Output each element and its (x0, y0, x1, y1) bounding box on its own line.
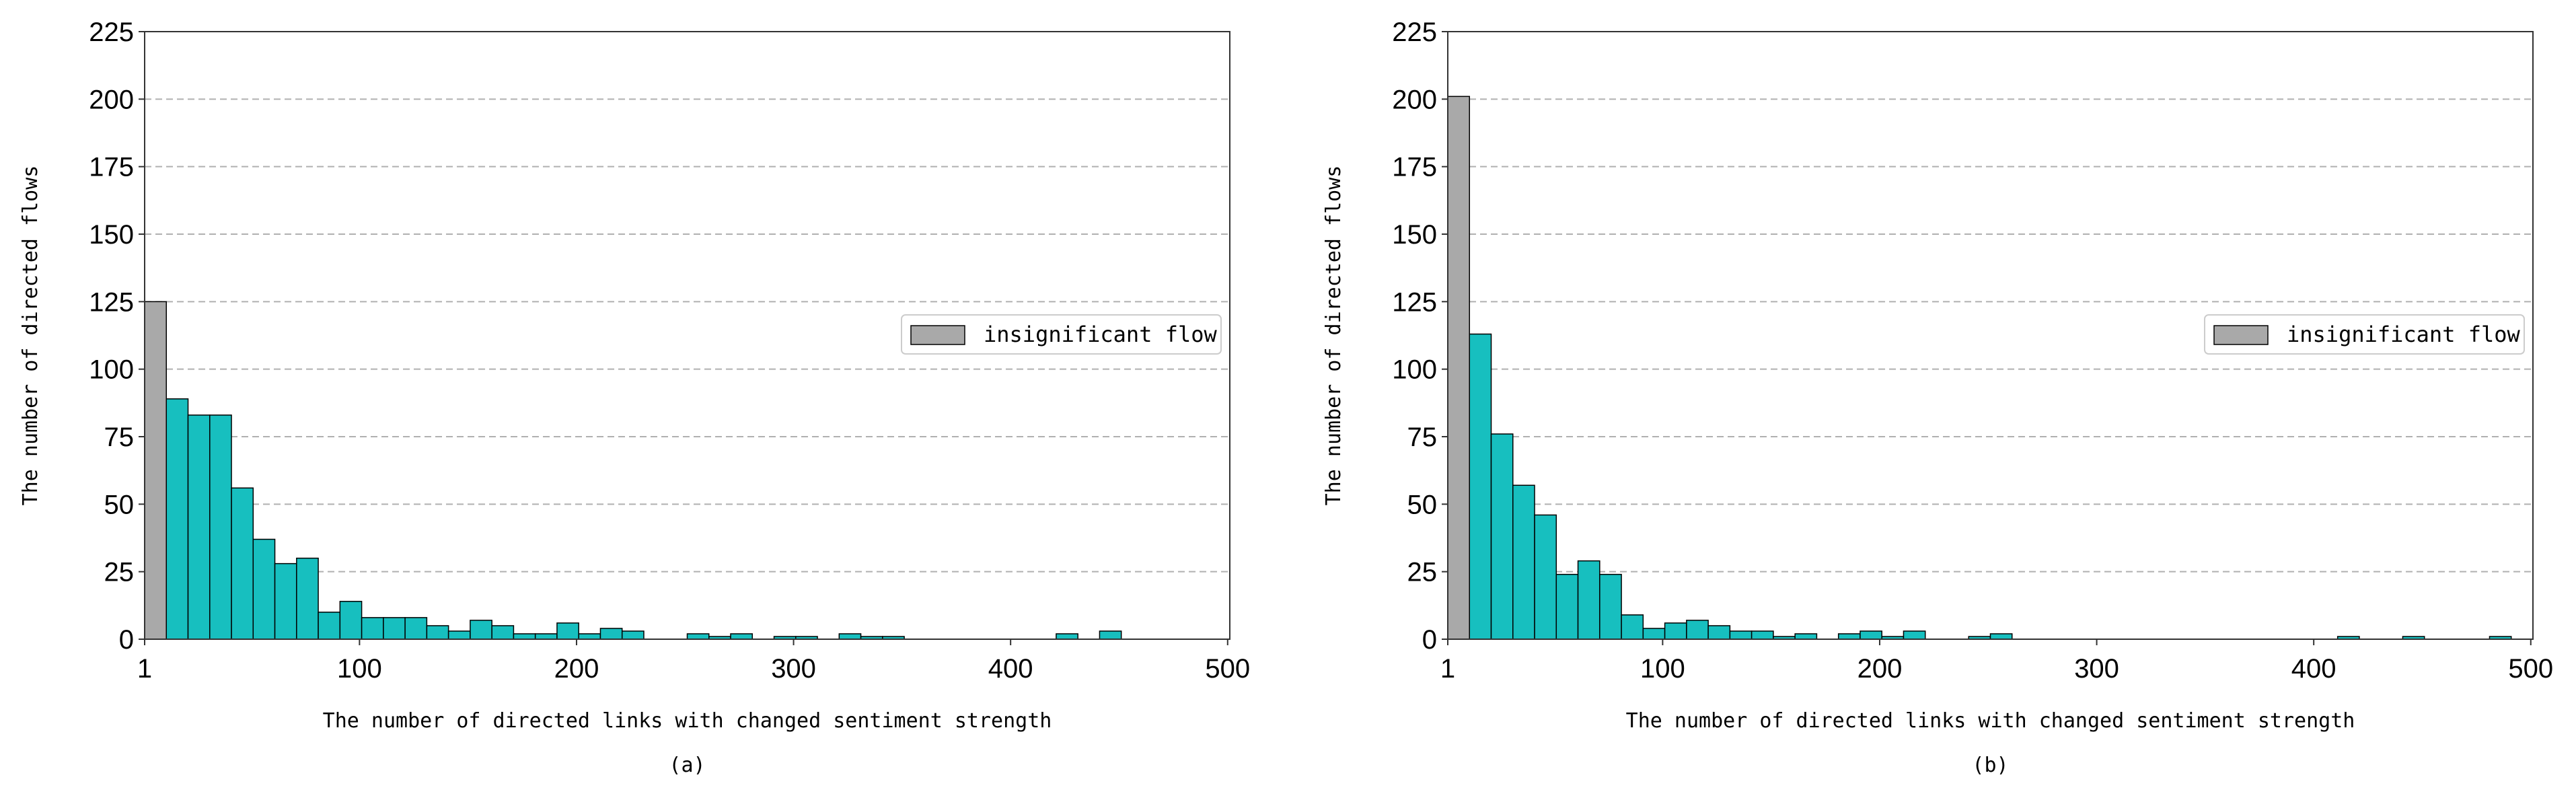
histogram-bar (1099, 630, 1122, 640)
histogram-bar (318, 612, 341, 640)
plot-frame (1447, 31, 2534, 640)
histogram-bar (1794, 633, 1818, 640)
y-tick-label: 50 (104, 490, 135, 519)
histogram-bar (1989, 633, 2013, 640)
y-tick-label: 200 (1392, 85, 1437, 114)
x-tick-label: 100 (337, 654, 382, 684)
histogram-bar (361, 617, 384, 640)
x-tick-label: 1 (1440, 654, 1455, 684)
histogram-bar (513, 633, 536, 640)
histogram-bar (1642, 628, 1666, 640)
histogram-panel-a: 0 25 50 75 100 125 150 175 200 225 1 100 200 300 400 50… (19, 17, 1250, 777)
y-axis-label: The number of directed flows (1322, 166, 1346, 506)
legend-box (901, 314, 1222, 355)
histogram-bar (621, 630, 645, 640)
x-tick-label: 400 (2291, 654, 2336, 684)
x-tick-label: 500 (1205, 654, 1250, 684)
legend-swatch (910, 325, 965, 345)
y-tick-label: 125 (89, 287, 134, 317)
y-tick-label: 175 (89, 153, 134, 182)
y-tick-label: 75 (1407, 423, 1438, 452)
insignificant-bar (144, 301, 168, 640)
legend-label: insignificant flow (984, 322, 1218, 347)
x-axis-label: The number of directed links with change… (323, 709, 1052, 733)
histogram-bar (274, 562, 297, 640)
panel-caption: (b) (1972, 754, 2008, 777)
y-tick-label: 150 (1392, 220, 1437, 250)
histogram-bar (447, 630, 471, 640)
y-tick-label: 0 (1422, 625, 1437, 655)
histogram-bar (1555, 573, 1579, 640)
histogram-bar (534, 633, 558, 640)
histogram-bar (187, 414, 211, 640)
histogram-bar (556, 622, 579, 640)
histogram-bar (730, 633, 753, 640)
histogram-bar (1056, 633, 1078, 640)
histogram-bar (296, 557, 319, 640)
histogram-bar (838, 633, 862, 640)
histogram-bar (1512, 484, 1535, 640)
histogram-bar (1664, 622, 1687, 640)
y-tick-label: 75 (104, 423, 135, 452)
histogram-bar (1707, 625, 1731, 640)
histogram-bar (470, 620, 492, 640)
histogram-bar (1751, 630, 1774, 640)
histogram-bar (1534, 514, 1557, 640)
y-tick-label: 125 (1392, 287, 1437, 317)
histogram-bar (1577, 560, 1600, 640)
x-tick-label: 400 (988, 654, 1033, 684)
insignificant-bar (1447, 96, 1471, 640)
histogram-bar (686, 633, 710, 640)
y-tick-label: 50 (1407, 490, 1438, 519)
legend-box (2204, 314, 2525, 355)
y-tick-label: 100 (1392, 355, 1437, 385)
histogram-panel-b: 0 25 50 75 100 125 150 175 200 225 1 100 200 300 400 50… (1322, 17, 2553, 777)
histogram-bar (1837, 633, 1861, 640)
panel-caption: (a) (669, 754, 705, 777)
y-tick-label: 150 (89, 220, 134, 250)
histogram-bar (491, 625, 515, 640)
histogram-bar (1903, 630, 1926, 640)
y-tick-label: 225 (89, 17, 134, 47)
histogram-bar (1621, 614, 1644, 640)
histogram-bar (1490, 433, 1514, 640)
histogram-bar (165, 398, 189, 640)
x-tick-label: 1 (137, 654, 152, 684)
y-tick-label: 100 (89, 355, 134, 385)
y-tick-label: 225 (1392, 17, 1437, 47)
histogram-bar (404, 617, 428, 640)
y-axis-label: The number of directed flows (19, 166, 42, 506)
y-tick-label: 175 (1392, 153, 1437, 182)
histogram-bar (339, 601, 363, 640)
histogram-bar (1599, 573, 1622, 640)
histogram-bar (1860, 630, 1882, 640)
plot-frame (144, 31, 1230, 640)
histogram-bar (426, 625, 449, 640)
histogram-bar (231, 487, 254, 640)
histogram-bar (252, 538, 276, 640)
histogram-bar (1686, 620, 1709, 640)
x-tick-label: 200 (554, 654, 599, 684)
x-tick-label: 300 (771, 654, 816, 684)
histogram-bar (578, 633, 601, 640)
y-tick-label: 0 (119, 625, 134, 655)
y-tick-label: 200 (89, 85, 134, 114)
x-tick-label: 200 (1857, 654, 1903, 684)
y-tick-label: 25 (1407, 558, 1438, 587)
legend-label: insignificant flow (2287, 322, 2521, 347)
histogram-bar (209, 414, 232, 640)
legend-swatch (2213, 325, 2269, 345)
y-tick-label: 25 (104, 558, 135, 587)
histogram-bar (383, 617, 406, 640)
x-tick-label: 500 (2508, 654, 2553, 684)
x-tick-label: 300 (2074, 654, 2119, 684)
histogram-bar (1469, 333, 1492, 640)
histogram-bar (1729, 630, 1753, 640)
histogram-bar (599, 628, 623, 640)
x-axis-label: The number of directed links with change… (1626, 709, 2355, 733)
x-tick-label: 100 (1640, 654, 1685, 684)
